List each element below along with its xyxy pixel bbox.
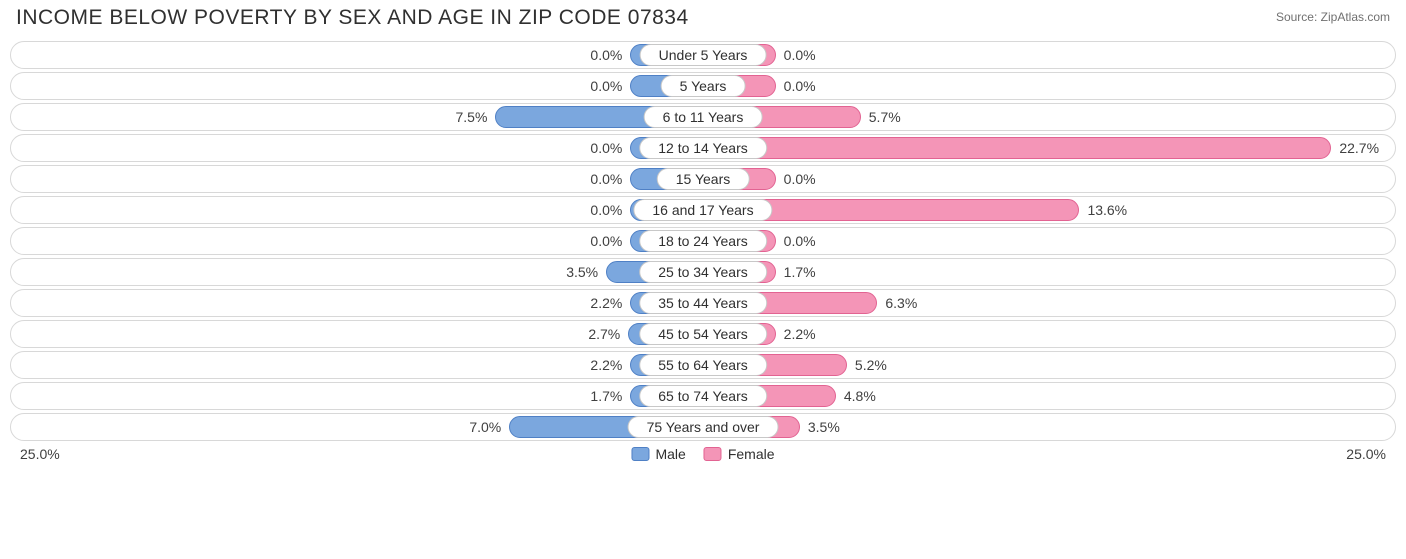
value-label-female: 13.6% (1087, 199, 1127, 221)
value-label-male: 0.0% (590, 230, 622, 252)
chart-row: 0.0% 0.0% 5 Years (10, 72, 1396, 100)
value-label-female: 0.0% (784, 75, 816, 97)
chart-row: 2.2% 5.2% 55 to 64 Years (10, 351, 1396, 379)
chart-row: 0.0% 0.0% 18 to 24 Years (10, 227, 1396, 255)
chart-row: 7.5% 5.7% 6 to 11 Years (10, 103, 1396, 131)
value-label-male: 2.7% (588, 323, 620, 345)
value-label-female: 5.7% (869, 106, 901, 128)
value-label-female: 5.2% (855, 354, 887, 376)
value-label-female: 6.3% (885, 292, 917, 314)
value-label-female: 4.8% (844, 385, 876, 407)
category-label: 25 to 34 Years (639, 261, 767, 283)
value-label-male: 2.2% (590, 354, 622, 376)
category-label: 75 Years and over (628, 416, 779, 438)
legend-label-female: Female (728, 446, 775, 462)
value-label-female: 1.7% (784, 261, 816, 283)
chart-container: INCOME BELOW POVERTY BY SEX AND AGE IN Z… (0, 0, 1406, 559)
chart-row: 3.5% 1.7% 25 to 34 Years (10, 258, 1396, 286)
chart-title: INCOME BELOW POVERTY BY SEX AND AGE IN Z… (16, 6, 689, 30)
category-label: 55 to 64 Years (639, 354, 767, 376)
chart-row: 7.0% 3.5% 75 Years and over (10, 413, 1396, 441)
category-label: 35 to 44 Years (639, 292, 767, 314)
legend-swatch-male (631, 447, 649, 461)
legend-swatch-female (704, 447, 722, 461)
value-label-female: 0.0% (784, 230, 816, 252)
chart-row: 2.2% 6.3% 35 to 44 Years (10, 289, 1396, 317)
category-label: 45 to 54 Years (639, 323, 767, 345)
axis-row: 25.0% Male Female 25.0% (10, 444, 1396, 462)
legend: Male Female (631, 446, 774, 462)
axis-max-right: 25.0% (1346, 446, 1386, 462)
value-label-male: 0.0% (590, 168, 622, 190)
value-label-male: 0.0% (590, 75, 622, 97)
chart-row: 0.0% 22.7% 12 to 14 Years (10, 134, 1396, 162)
value-label-male: 0.0% (590, 199, 622, 221)
category-label: 6 to 11 Years (644, 106, 763, 128)
category-label: 5 Years (661, 75, 746, 97)
value-label-male: 3.5% (566, 261, 598, 283)
category-label: 15 Years (657, 168, 750, 190)
value-label-male: 7.0% (469, 416, 501, 438)
legend-item-female: Female (704, 446, 775, 462)
category-label: 18 to 24 Years (639, 230, 767, 252)
value-label-female: 0.0% (784, 44, 816, 66)
chart-row: 2.7% 2.2% 45 to 54 Years (10, 320, 1396, 348)
chart-row: 0.0% 13.6% 16 and 17 Years (10, 196, 1396, 224)
value-label-female: 22.7% (1339, 137, 1379, 159)
chart-source: Source: ZipAtlas.com (1276, 6, 1390, 24)
value-label-female: 2.2% (784, 323, 816, 345)
value-label-female: 3.5% (808, 416, 840, 438)
chart-row: 1.7% 4.8% 65 to 74 Years (10, 382, 1396, 410)
category-label: 12 to 14 Years (639, 137, 767, 159)
value-label-male: 2.2% (590, 292, 622, 314)
chart-row: 0.0% 0.0% Under 5 Years (10, 41, 1396, 69)
legend-item-male: Male (631, 446, 685, 462)
category-label: 16 and 17 Years (633, 199, 772, 221)
value-label-male: 0.0% (590, 44, 622, 66)
value-label-female: 0.0% (784, 168, 816, 190)
category-label: Under 5 Years (640, 44, 767, 66)
value-label-male: 7.5% (455, 106, 487, 128)
chart-header: INCOME BELOW POVERTY BY SEX AND AGE IN Z… (10, 6, 1396, 36)
chart-row: 0.0% 0.0% 15 Years (10, 165, 1396, 193)
axis-max-left: 25.0% (20, 446, 60, 462)
legend-label-male: Male (655, 446, 685, 462)
bar-female (703, 137, 1331, 159)
value-label-male: 1.7% (590, 385, 622, 407)
category-label: 65 to 74 Years (639, 385, 767, 407)
value-label-male: 0.0% (590, 137, 622, 159)
chart-plot-area: 0.0% 0.0% Under 5 Years 0.0% 0.0% 5 Years 7.5%… (10, 36, 1396, 441)
